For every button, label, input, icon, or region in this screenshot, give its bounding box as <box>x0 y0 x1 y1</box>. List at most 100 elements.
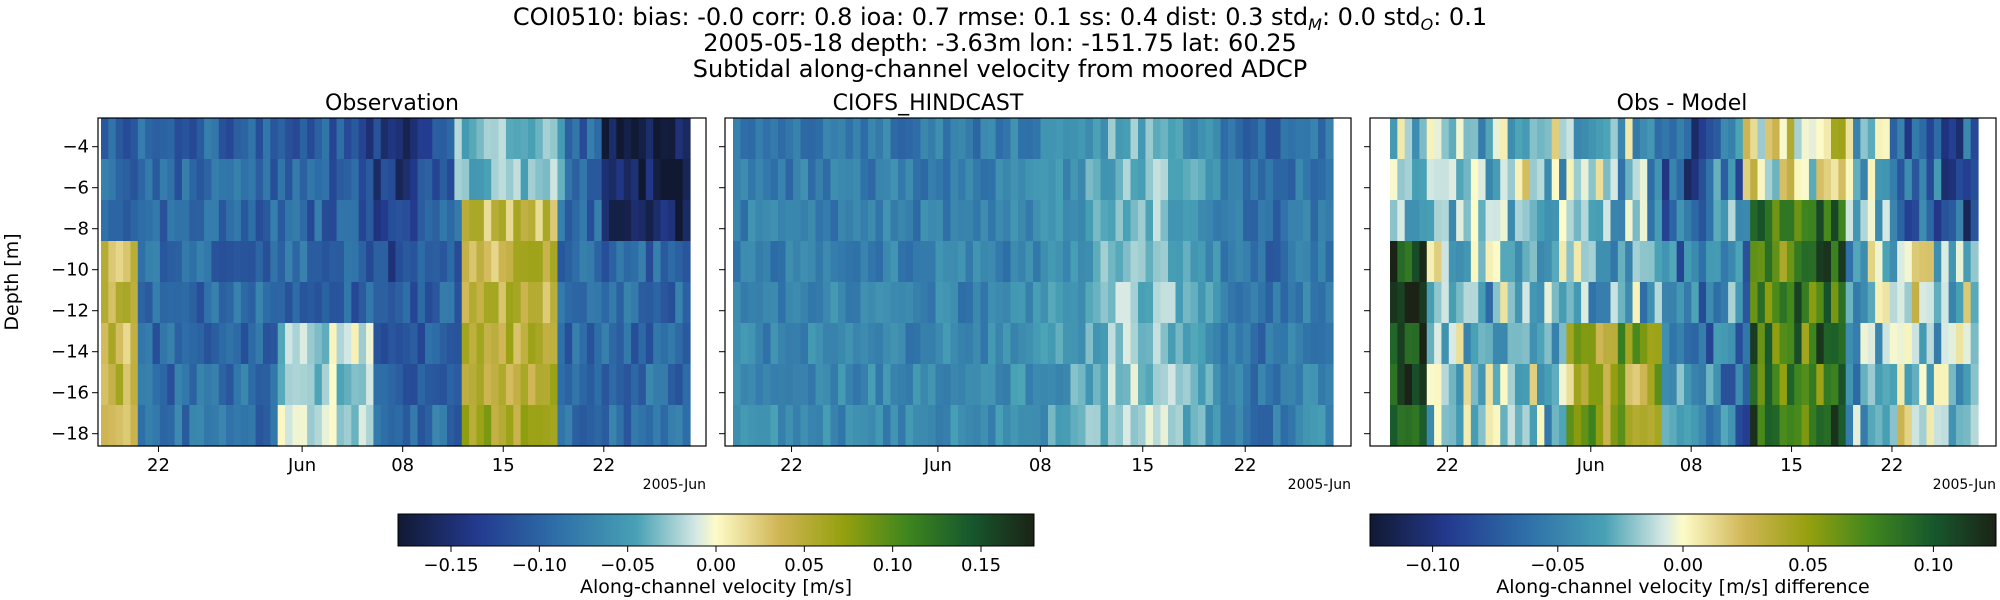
heatmap-cell <box>108 118 117 160</box>
heatmap-cell <box>1078 405 1087 447</box>
heatmap-cell <box>1190 282 1199 324</box>
heatmap-cell <box>123 241 132 283</box>
heatmap-cell <box>1529 364 1538 406</box>
heatmap-cell <box>226 118 235 160</box>
heatmap-cell <box>1258 364 1267 406</box>
heatmap-cell <box>1816 200 1825 242</box>
heatmap-cell <box>845 118 854 160</box>
heatmap-cell <box>1853 200 1861 242</box>
heatmap-cell <box>1588 282 1597 324</box>
heatmap-cell <box>1684 405 1692 447</box>
heatmap-cell <box>1897 323 1906 365</box>
panel-model: CIOFS_HINDCAST 22 Jun 08 15 22 2005-Jun <box>719 91 1352 493</box>
heatmap-cell <box>638 364 647 406</box>
heatmap-cell <box>875 323 884 365</box>
heatmap-cell <box>1507 241 1516 283</box>
heatmap-cell <box>980 159 989 201</box>
heatmap-cell <box>1808 282 1817 324</box>
model-y-axis <box>719 146 725 435</box>
heatmap-cell <box>920 323 929 365</box>
heatmap-cell <box>211 405 220 447</box>
heatmap-cell <box>1198 159 1207 201</box>
heatmap-cell <box>1205 200 1214 242</box>
heatmap-cell <box>1955 405 1964 447</box>
heatmap-cell <box>778 405 787 447</box>
heatmap-cell <box>868 118 877 160</box>
heatmap-cell <box>1093 364 1102 406</box>
heatmap-cell <box>958 405 967 447</box>
heatmap-cell <box>838 118 847 160</box>
heatmap-cell <box>763 118 772 160</box>
heatmap-cell <box>1742 241 1751 283</box>
heatmap-cell <box>1153 323 1162 365</box>
heatmap-cell <box>733 159 742 201</box>
heatmap-cell <box>845 405 854 447</box>
heatmap-cell <box>1720 405 1729 447</box>
heatmap-cell <box>1228 282 1237 324</box>
heatmap-cell <box>108 200 117 242</box>
heatmap-cell <box>557 323 566 365</box>
heatmap-cell <box>410 118 419 160</box>
heatmap-cell <box>1684 159 1692 201</box>
heatmap-cell <box>988 159 997 201</box>
heatmap-cell <box>285 241 294 283</box>
heatmap-cell <box>1478 323 1487 365</box>
heatmap-cell <box>1706 282 1714 324</box>
heatmap-cell <box>469 323 478 365</box>
heatmap-cell <box>285 282 294 324</box>
heatmap-cell <box>358 241 367 283</box>
heatmap-cell <box>1500 200 1509 242</box>
figure-title-line3: Subtidal along-channel velocity from moo… <box>693 55 1308 83</box>
heatmap-cell <box>770 282 779 324</box>
heatmap-cell <box>980 118 989 160</box>
heatmap-cell <box>240 118 249 160</box>
heatmap-cell <box>586 241 595 283</box>
heatmap-cell <box>145 364 154 406</box>
heatmap-cell <box>513 323 522 365</box>
heatmap-cell <box>1025 241 1034 283</box>
heatmap-cell <box>943 241 952 283</box>
heatmap-cell <box>1794 323 1803 365</box>
heatmap-cell <box>943 159 952 201</box>
heatmap-cell <box>823 118 832 160</box>
colorbar-tick-label: −0.05 <box>1530 555 1585 576</box>
heatmap-cell <box>1713 159 1722 201</box>
heatmap-cell <box>1470 118 1479 160</box>
heatmap-cell <box>159 364 168 406</box>
heatmap-cell <box>1303 200 1312 242</box>
heatmap-cell <box>1183 118 1192 160</box>
heatmap-cell <box>1566 200 1575 242</box>
heatmap-cell <box>1647 364 1656 406</box>
heatmap-cell <box>660 282 669 324</box>
heatmap-cell <box>748 200 757 242</box>
heatmap-cell <box>1610 364 1619 406</box>
heatmap-cell <box>1507 364 1516 406</box>
heatmap-cell <box>1183 364 1192 406</box>
heatmap-cell <box>159 241 168 283</box>
heatmap-cell <box>1055 282 1064 324</box>
heatmap-cell <box>1168 241 1177 283</box>
heatmap-cell <box>1175 405 1184 447</box>
heatmap-cell <box>1025 405 1034 447</box>
heatmap-cell <box>1426 241 1435 283</box>
heatmap-cell <box>373 323 382 365</box>
heatmap-cell <box>1235 200 1244 242</box>
heatmap-cell <box>868 323 877 365</box>
heatmap-cell <box>1213 118 1222 160</box>
heatmap-cell <box>609 323 617 365</box>
heatmap-cell <box>277 159 286 201</box>
heatmap-cell <box>1816 118 1825 160</box>
heatmap-cell <box>1228 118 1237 160</box>
heatmap-cell <box>1108 405 1117 447</box>
heatmap-cell <box>623 118 632 160</box>
heatmap-cell <box>1654 323 1663 365</box>
heatmap-cell <box>277 364 286 406</box>
heatmap-cell <box>778 364 787 406</box>
heatmap-cell <box>380 200 389 242</box>
heatmap-cell <box>1183 405 1192 447</box>
heatmap-cell <box>159 200 168 242</box>
heatmap-cell <box>1235 159 1244 201</box>
heatmap-cell <box>868 241 877 283</box>
heatmap-cell <box>770 323 779 365</box>
heatmap-cell <box>1551 405 1560 447</box>
